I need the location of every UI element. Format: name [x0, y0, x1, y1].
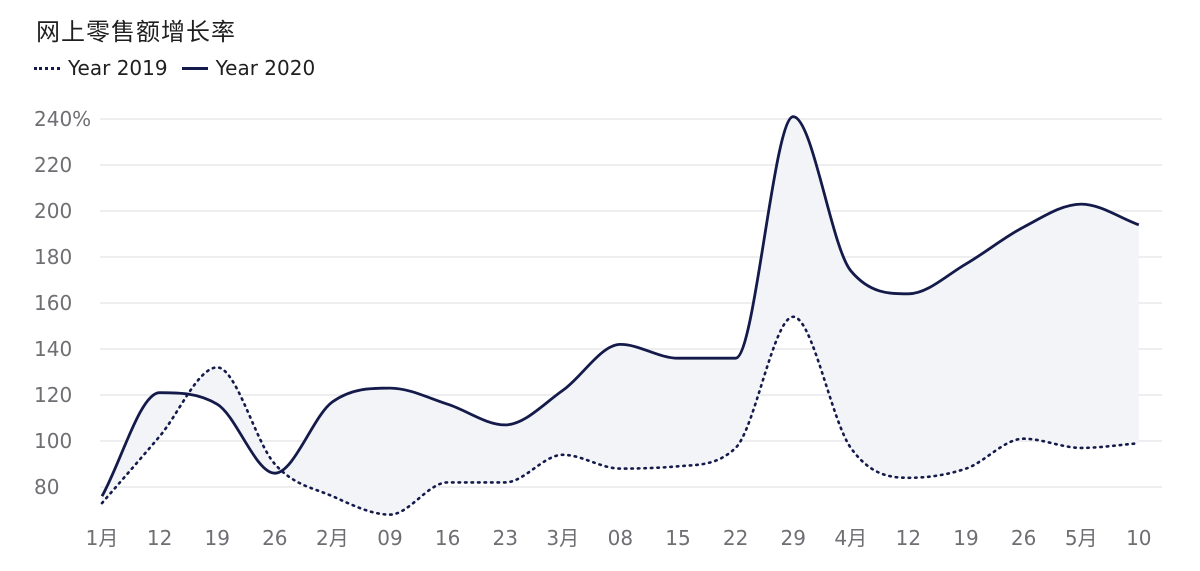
x-tick-label: 12 — [147, 526, 172, 550]
series-line-year-2020 — [100, 115, 1140, 497]
chart-title: 网上零售额增长率 — [36, 18, 236, 46]
chart-legend: Year 2019 Year 2020 — [34, 56, 315, 80]
x-tick-label: 15 — [665, 526, 690, 550]
x-tick-label: 22 — [723, 526, 748, 550]
x-tick-label: 29 — [780, 526, 805, 550]
y-tick-label: 200 — [34, 199, 72, 223]
y-tick-label: 160 — [34, 291, 72, 315]
x-tick-label: 08 — [608, 526, 633, 550]
x-tick-label: 16 — [435, 526, 460, 550]
x-tick-label: 12 — [896, 526, 921, 550]
area-between-series — [102, 116, 1139, 515]
x-axis-tick-labels: 1月 12 19 26 2月 09 16 23 3月 08 15 22 29 4月 12 19 26 5月 10 — [86, 526, 1152, 550]
x-tick-label: 3月 — [546, 526, 579, 550]
y-tick-label: 140 — [34, 337, 72, 361]
y-tick-label: 180 — [34, 245, 72, 269]
legend-label-2020: Year 2020 — [215, 56, 316, 80]
x-tick-label: 1月 — [86, 526, 119, 550]
y-tick-label: 120 — [34, 383, 72, 407]
legend-item-2019: Year 2019 — [34, 56, 168, 80]
y-axis-tick-labels: 80 100 120 140 160 180 200 220 240% — [34, 107, 91, 499]
y-tick-label: 80 — [34, 475, 59, 499]
series-line-year-2019 — [100, 315, 1141, 516]
legend-swatch-solid — [181, 66, 208, 70]
x-tick-label: 09 — [377, 526, 402, 550]
legend-label-2019: Year 2019 — [68, 56, 168, 80]
x-tick-label: 19 — [204, 526, 229, 550]
x-tick-label: 26 — [1011, 526, 1036, 550]
y-tick-label: 240% — [34, 107, 91, 131]
x-tick-label: 5月 — [1065, 526, 1098, 550]
x-tick-label: 19 — [953, 526, 978, 550]
x-tick-label: 10 — [1126, 526, 1151, 550]
x-tick-label: 4月 — [834, 526, 867, 550]
y-tick-label: 100 — [34, 429, 72, 453]
y-tick-label: 220 — [34, 153, 72, 177]
x-tick-label: 23 — [492, 526, 517, 550]
x-tick-label: 26 — [262, 526, 287, 550]
legend-item-2020: Year 2020 — [181, 56, 316, 80]
legend-swatch-dotted — [34, 66, 60, 70]
x-tick-label: 2月 — [316, 526, 349, 550]
